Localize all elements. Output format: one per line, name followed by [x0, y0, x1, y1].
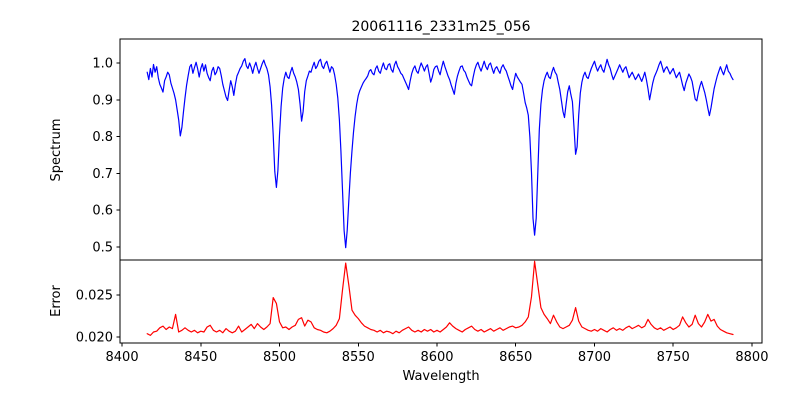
x-tick-label: 8500 — [263, 350, 296, 365]
error-y-tick-label: 0.020 — [76, 331, 113, 346]
x-tick-label: 8800 — [735, 350, 768, 365]
spectrum-y-tick-label: 0.7 — [92, 167, 113, 182]
error-y-axis-label: Error — [49, 285, 64, 317]
x-tick-label: 8650 — [499, 350, 532, 365]
x-tick-label: 8550 — [342, 350, 375, 365]
error-plot-frame — [119, 259, 763, 344]
spectrum-y-tick-label: 0.9 — [92, 93, 113, 108]
spectrum-y-tick-label: 0.5 — [92, 241, 113, 256]
spectrum-y-axis-label: Spectrum — [49, 119, 64, 182]
error-line — [146, 260, 734, 336]
figure-title: 20061116_2331m25_056 — [351, 19, 530, 35]
spectrum-y-tick-label: 0.8 — [92, 130, 113, 145]
x-tick-label: 8450 — [184, 350, 217, 365]
x-tick-label: 8600 — [420, 350, 453, 365]
x-tick-label: 8400 — [106, 350, 139, 365]
spectrum-y-tick-label: 1.0 — [92, 56, 113, 71]
x-axis-label: Wavelength — [402, 369, 479, 384]
x-tick-label: 8750 — [657, 350, 690, 365]
error-panel: 0.020 0.025 — [76, 259, 763, 346]
error-y-tick-label: 0.025 — [76, 289, 113, 304]
spectrum-panel: 0.5 0.6 0.7 0.8 0.9 1.0 — [92, 38, 763, 261]
plot-layers: 0.5 0.6 0.7 0.8 0.9 1.0 0.020 0.025 8400 8450 8500… — [76, 38, 768, 365]
x-tick-label: 8700 — [578, 350, 611, 365]
spectrum-y-tick-label: 0.6 — [92, 204, 113, 219]
spectrum-line — [146, 57, 734, 249]
